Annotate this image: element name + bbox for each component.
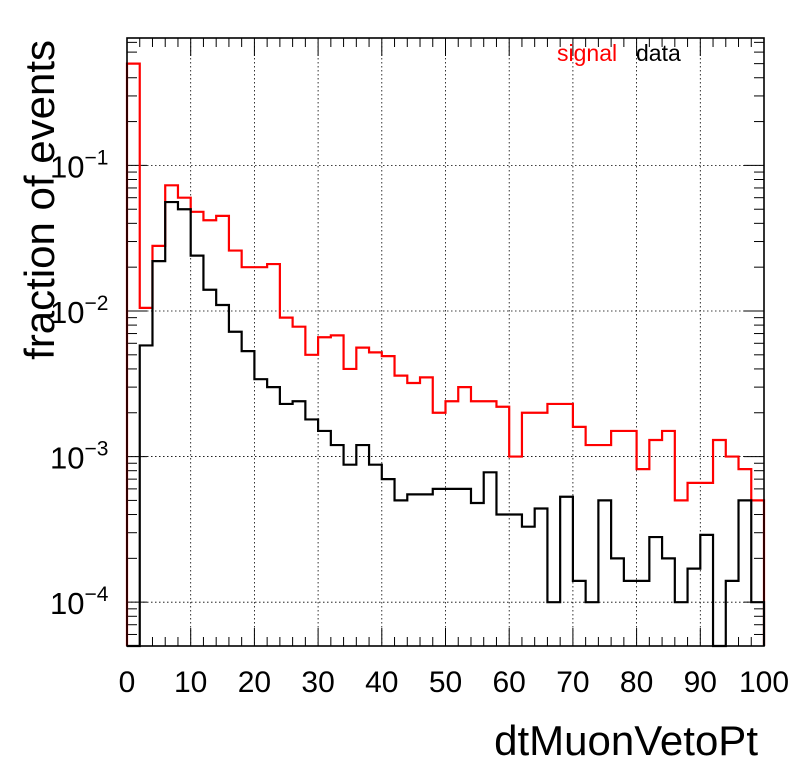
y-tick-label: 10−1 <box>50 146 108 184</box>
plot-frame <box>126 37 765 647</box>
legend-entry-signal: signal <box>557 40 617 66</box>
x-tick-label: 90 <box>684 666 717 699</box>
x-tick-label: 20 <box>238 666 271 699</box>
x-tick-label: 50 <box>429 666 462 699</box>
y-tick-labels: 10−4 10−3 10−2 10−1 <box>50 146 109 621</box>
histogram-series <box>125 62 766 648</box>
y-tick-label: 10−2 <box>50 292 108 330</box>
y-tick-label: 10−3 <box>50 438 108 476</box>
x-tick-label: 100 <box>739 666 789 699</box>
x-tick-label: 70 <box>556 666 589 699</box>
x-tick-label: 10 <box>174 666 207 699</box>
series-signal-line <box>125 62 766 646</box>
x-tick-labels: 0 10 20 30 40 50 60 70 80 90 100 <box>119 666 789 699</box>
y-tick-label: 10−4 <box>50 583 109 621</box>
series-data-line <box>127 200 766 648</box>
x-tick-label: 0 <box>119 666 136 699</box>
legend: signal data <box>557 40 681 66</box>
x-tick-label: 60 <box>493 666 526 699</box>
grid-lines <box>127 38 764 646</box>
x-tick-label: 40 <box>365 666 398 699</box>
legend-entry-data: data <box>636 40 681 66</box>
x-tick-label: 30 <box>301 666 334 699</box>
y-axis-label: fraction of events <box>16 40 63 360</box>
x-tick-label: 80 <box>620 666 653 699</box>
x-axis-label: dtMuonVetoPt <box>494 717 758 764</box>
